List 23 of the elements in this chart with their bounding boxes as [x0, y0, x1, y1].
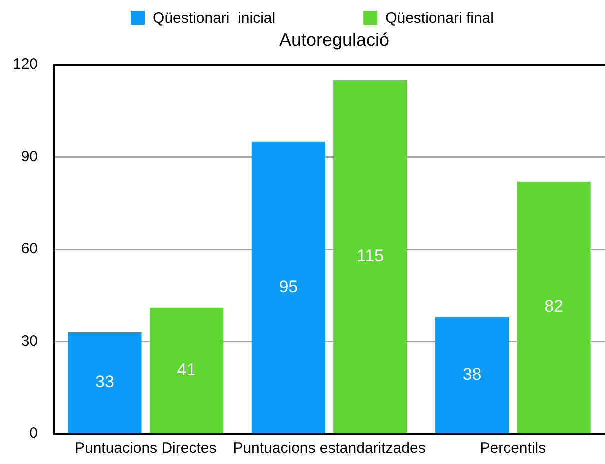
x-tick-label: Puntuacions estandaritzades	[233, 440, 426, 458]
y-tick-label: 0	[30, 425, 38, 442]
data-label: 95	[279, 277, 298, 296]
y-tick-label: 60	[21, 240, 38, 258]
legend-label: Qüestionari final	[386, 10, 494, 28]
bar	[150, 308, 224, 434]
data-label: 41	[177, 360, 196, 380]
x-tick-label: Percentils	[480, 440, 546, 458]
x-tick-label: Puntuacions Directes	[74, 440, 217, 458]
legend-label: Qüestionari inicial	[153, 10, 276, 28]
chart-title: Autoregulació	[279, 30, 390, 50]
data-label: 38	[462, 364, 482, 384]
bar	[436, 317, 510, 434]
bar	[334, 80, 408, 434]
y-tick-label: 120	[12, 56, 38, 74]
bar	[68, 332, 142, 434]
y-tick-label: 30	[21, 332, 38, 350]
bar	[517, 182, 591, 434]
bar	[252, 142, 326, 434]
data-label: 115	[356, 246, 384, 266]
y-tick-label: 90	[21, 148, 38, 166]
data-label: 82	[544, 297, 564, 316]
data-label: 33	[96, 372, 114, 392]
